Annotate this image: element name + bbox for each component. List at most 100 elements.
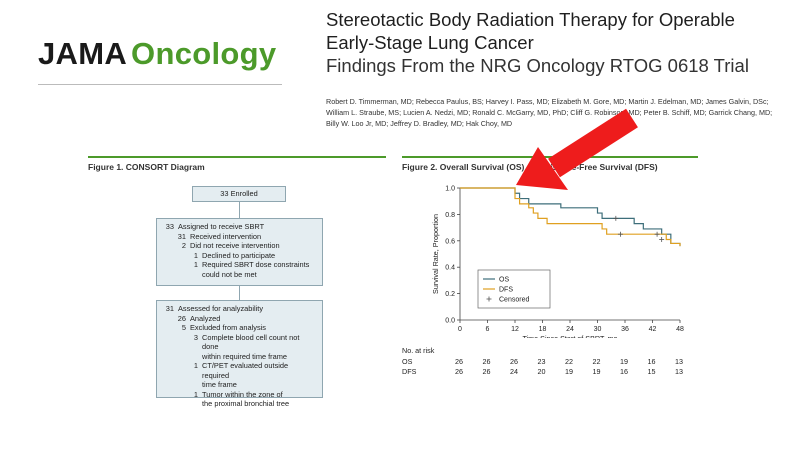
figure2-heading: Figure 2. Overall Survival (OS) and Dise… (402, 156, 698, 172)
assessed-count: 26 (177, 313, 186, 323)
authors-line1: Robert D. Timmerman, MD; Rebecca Paulus,… (326, 97, 769, 106)
assigned-row: 1 Required SBRT dose constraints (187, 260, 316, 270)
series-line-dfs (460, 187, 681, 247)
assigned-count: 2 (181, 241, 186, 250)
consort-connector-2 (239, 286, 240, 300)
x-tick-label: 6 (486, 326, 490, 333)
article-subtitle: Findings From the NRG Oncology RTOG 0618… (326, 55, 749, 76)
consort-connector-1 (239, 202, 240, 218)
x-tick-label: 18 (539, 326, 547, 333)
y-tick-label: 1.0 (445, 186, 455, 193)
assigned-text: could not be met (202, 269, 257, 279)
assessed-count (187, 399, 198, 409)
assigned-row: 1 Declined to participate (187, 251, 316, 261)
assessed-text: time frame (202, 380, 237, 389)
assessed-text: CT/PET evaluated outside required (202, 361, 289, 380)
assessed-count (187, 380, 198, 390)
risk-cell: 26 (510, 357, 518, 366)
assessed-row: 5 Excluded from analysis (175, 323, 316, 333)
x-tick-label: 12 (511, 326, 519, 333)
assessed-row: the proximal bronchial tree (187, 399, 316, 409)
assigned-text: Required SBRT dose constraints (202, 260, 310, 269)
assigned-count: 31 (177, 231, 186, 241)
figure1-heading: Figure 1. CONSORT Diagram (88, 156, 386, 172)
assigned-count: 1 (193, 250, 198, 260)
risk-cell: 19 (565, 367, 573, 376)
risk-row-label: DFS (402, 367, 417, 376)
x-tick-label: 36 (621, 326, 629, 333)
consort-enrolled-box: 33 Enrolled (192, 186, 286, 202)
assessed-count: 1 (193, 361, 198, 370)
assessed-text: Complete blood cell count not done (202, 332, 300, 352)
x-axis-label: Time Since Start of SBRT, mo (522, 334, 617, 338)
risk-cell: 26 (455, 367, 463, 376)
risk-cell: 26 (455, 357, 463, 366)
x-tick-label: 24 (566, 326, 574, 333)
risk-cell: 23 (537, 357, 546, 366)
assigned-count (187, 270, 198, 280)
assessed-text: Tumor within the zone of (202, 389, 283, 399)
assessed-count: 1 (193, 389, 198, 399)
y-tick-label: 0.8 (445, 212, 455, 219)
assessed-count: 31 (165, 304, 174, 313)
assessed-text: Assessed for analyzability (178, 304, 264, 313)
assigned-row: 2 Did not receive intervention (175, 241, 316, 251)
risk-cell: 26 (482, 367, 491, 376)
risk-cell: 22 (565, 357, 573, 366)
enrolled-label: Enrolled (230, 189, 258, 198)
risk-cell: 19 (592, 367, 601, 376)
risk-cell: 22 (592, 357, 601, 366)
x-tick-label: 0 (458, 326, 462, 333)
assessed-count: 3 (193, 332, 198, 342)
risk-cell: 26 (482, 357, 491, 366)
assessed-row: 26 Analyzed (175, 314, 316, 324)
assigned-row: could not be met (187, 270, 316, 280)
survival-chart: 0.0 0.2 0.4 0.6 0.8 1.0 0 6 12 18 24 30 36 42 48 Time S… (431, 186, 684, 339)
x-tick-label: 48 (676, 326, 684, 333)
assessed-row: within required time frame (187, 352, 316, 362)
series-line-os (460, 187, 681, 247)
y-tick-label: 0.4 (445, 265, 455, 272)
assigned-count: 33 (165, 222, 174, 231)
y-tick-label: 0.6 (445, 238, 455, 245)
assigned-count: 1 (193, 260, 198, 269)
risk-cell: 19 (620, 357, 628, 366)
y-axis-label: Survival Rate, Proportion (431, 214, 440, 294)
legend-label-os: OS (499, 277, 509, 284)
assigned-text: Declined to participate (202, 250, 276, 260)
author-list: Robert D. Timmerman, MD; Rebecca Paulus,… (326, 96, 790, 129)
assessed-row: time frame (187, 380, 316, 390)
assessed-row: 3 Complete blood cell count not done (187, 333, 316, 352)
article-title: Stereotactic Body Radiation Therapy for … (326, 8, 796, 77)
legend-label-censored: Censored (499, 297, 529, 304)
consort-assigned-box: 33 Assigned to receive SBRT 31 Received int… (156, 218, 323, 286)
risk-cell: 20 (537, 367, 546, 376)
risk-table-header: No. at risk (402, 346, 435, 355)
journal-name-part2: Oncology (131, 36, 277, 71)
authors-line3: Billy W. Loo Jr, MD; Jeffrey D. Bradley,… (326, 119, 513, 128)
title-line2: Early-Stage Lung Cancer (326, 32, 534, 53)
journal-logo: JAMA Oncology (38, 36, 276, 72)
consort-assessed-box: 31 Assessed for analyzability 26 Analyzed 5 E… (156, 300, 323, 408)
assessed-row: 1 Tumor within the zone of (187, 390, 316, 400)
journal-name-part1: JAMA (38, 36, 128, 71)
authors-line2: William L. Straube, MS; Lucien A. Nedzi,… (326, 108, 773, 117)
assigned-text: Received intervention (190, 231, 262, 241)
assessed-text: Analyzed (190, 313, 221, 323)
assessed-row: 31 Assessed for analyzability (163, 304, 316, 314)
assessed-count: 5 (181, 323, 186, 332)
risk-cell: 15 (647, 367, 656, 376)
y-tick-label: 0.2 (445, 291, 455, 298)
title-line1: Stereotactic Body Radiation Therapy for … (326, 9, 735, 30)
y-tick-label: 0.0 (445, 318, 455, 325)
enrolled-count: 33 (220, 189, 229, 198)
risk-cell: 13 (675, 357, 683, 366)
risk-row-label: OS (402, 357, 413, 366)
assigned-row: 33 Assigned to receive SBRT (163, 222, 316, 232)
assessed-row: 1 CT/PET evaluated outside required (187, 361, 316, 380)
journal-divider (38, 84, 282, 85)
assessed-text: within required time frame (202, 351, 288, 361)
risk-cell: 16 (620, 367, 628, 376)
x-tick-label: 42 (649, 326, 657, 333)
risk-cell: 13 (675, 367, 683, 376)
